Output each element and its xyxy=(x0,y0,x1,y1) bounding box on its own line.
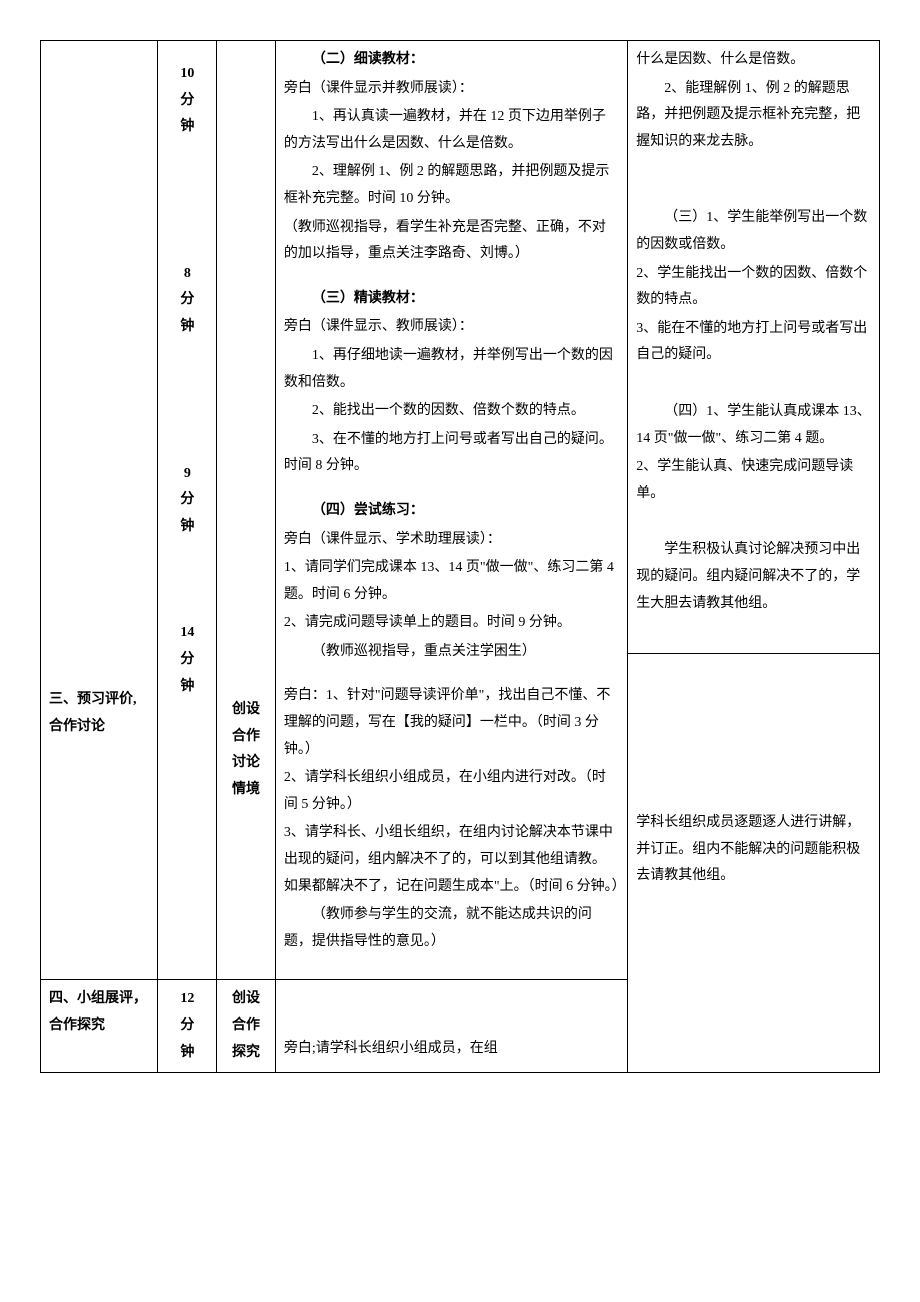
context-2: 创设 合作 探究 xyxy=(225,986,267,1066)
table-row: 三、预习评价,合作讨论 10 分 钟 8 分 钟 9 分 钟 14 分 钟 创设… xyxy=(41,41,880,654)
outcome-text: （三）1、学生能举例写出一个数的因数或倍数。 xyxy=(636,205,871,258)
activity-text: 3、在不懂的地方打上问号或者写出自己的疑问。时间 8 分钟。 xyxy=(284,427,619,480)
lesson-plan-table: 三、预习评价,合作讨论 10 分 钟 8 分 钟 9 分 钟 14 分 钟 创设… xyxy=(40,40,880,1073)
activity-text: 旁白;请学科长组织小组成员，在组 xyxy=(284,1036,619,1063)
activity-text: 2、请学科长组织小组成员，在小组内进行对改。（时间 5 分钟。） xyxy=(284,765,619,818)
cell-context: 创设 合作 探究 xyxy=(217,980,276,1073)
activity-text: （教师巡视指导，看学生补充是否完整、正确，不对的加以指导，重点关注李路奇、刘博。… xyxy=(284,215,619,268)
activity-text: 2、理解例 1、例 2 的解题思路，并把例题及提示框补充完整。时间 10 分钟。 xyxy=(284,159,619,212)
outcome-text: 2、学生能认真、快速完成问题导读单。 xyxy=(636,454,871,507)
cell-outcomes: 什么是因数、什么是倍数。 2、能理解例 1、例 2 的解题思路，并把例题及提示框… xyxy=(628,41,880,654)
time-3: 9 分 钟 xyxy=(166,461,208,541)
activity-text: 旁白：1、针对"问题导读评价单"，找出自己不懂、不理解的问题，写在【我的疑问】一… xyxy=(284,683,619,763)
outcome-text: 2、学生能找出一个数的因数、倍数个数的特点。 xyxy=(636,261,871,314)
activity-text: 1、请同学们完成课本 13、14 页"做一做"、练习二第 4 题。时间 6 分钟… xyxy=(284,555,619,608)
activity-text: 3、请学科长、小组长组织，在组内讨论解决本节课中出现的疑问，组内解决不了的，可以… xyxy=(284,820,619,900)
cell-duration: 12 分 钟 xyxy=(158,980,217,1073)
activity-text: 2、能找出一个数的因数、倍数个数的特点。 xyxy=(284,398,619,425)
outcome-text: 什么是因数、什么是倍数。 xyxy=(636,47,871,74)
outcome-text: 学科长组织成员逐题逐人进行讲解，并订正。组内不能解决的问题能积极去请教其他组。 xyxy=(636,810,871,890)
activity-text: 旁白（课件显示、教师展读）： xyxy=(284,314,619,341)
cell-context: 创设 合作 讨论 情境 xyxy=(217,41,276,980)
section-title: 三、预习评价,合作讨论 xyxy=(49,687,149,740)
cell-outcomes: 学科长组织成员逐题逐人进行讲解，并订正。组内不能解决的问题能积极去请教其他组。 xyxy=(628,654,880,1073)
time-2: 8 分 钟 xyxy=(166,261,208,341)
activity-text: 旁白（课件显示、学术助理展读）： xyxy=(284,527,619,554)
cell-section: 四、小组展评，合作探究 xyxy=(41,980,158,1073)
time-1: 10 分 钟 xyxy=(166,61,208,141)
activity-text: 1、再认真读一遍教材，并在 12 页下边用举例子的方法写出什么是因数、什么是倍数… xyxy=(284,104,619,157)
activity-text: 旁白（课件显示并教师展读）： xyxy=(284,76,619,103)
time-5: 12 分 钟 xyxy=(166,986,208,1066)
section-title: 四、小组展评，合作探究 xyxy=(49,986,149,1039)
activity-text: （教师参与学生的交流，就不能达成共识的问题，提供指导性的意见。） xyxy=(284,902,619,955)
outcome-text: 2、能理解例 1、例 2 的解题思路，并把例题及提示框补充完整，把握知识的来龙去… xyxy=(636,76,871,156)
activity-text: （教师巡视指导，重点关注学困生） xyxy=(284,639,619,666)
time-4: 14 分 钟 xyxy=(166,620,208,700)
cell-section: 三、预习评价,合作讨论 xyxy=(41,41,158,980)
context-1: 创设 合作 讨论 情境 xyxy=(225,697,267,803)
outcome-text: 3、能在不懂的地方打上问号或者写出自己的疑问。 xyxy=(636,316,871,369)
cell-activities: （二）细读教材： 旁白（课件显示并教师展读）： 1、再认真读一遍教材，并在 12… xyxy=(275,41,627,980)
activity-heading: （三）精读教材： xyxy=(284,286,619,313)
activity-heading: （二）细读教材： xyxy=(284,47,619,74)
activity-heading: （四）尝试练习： xyxy=(284,498,619,525)
activity-text: 1、再仔细地读一遍教材，并举例写出一个数的因数和倍数。 xyxy=(284,343,619,396)
outcome-text: （四）1、学生能认真成课本 13、14 页"做一做"、练习二第 4 题。 xyxy=(636,399,871,452)
cell-duration: 10 分 钟 8 分 钟 9 分 钟 14 分 钟 xyxy=(158,41,217,980)
outcome-text: 学生积极认真讨论解决预习中出现的疑问。组内疑问解决不了的，学生大胆去请教其他组。 xyxy=(636,537,871,617)
cell-activities: 旁白;请学科长组织小组成员，在组 xyxy=(275,980,627,1073)
activity-text: 2、请完成问题导读单上的题目。时间 9 分钟。 xyxy=(284,610,619,637)
